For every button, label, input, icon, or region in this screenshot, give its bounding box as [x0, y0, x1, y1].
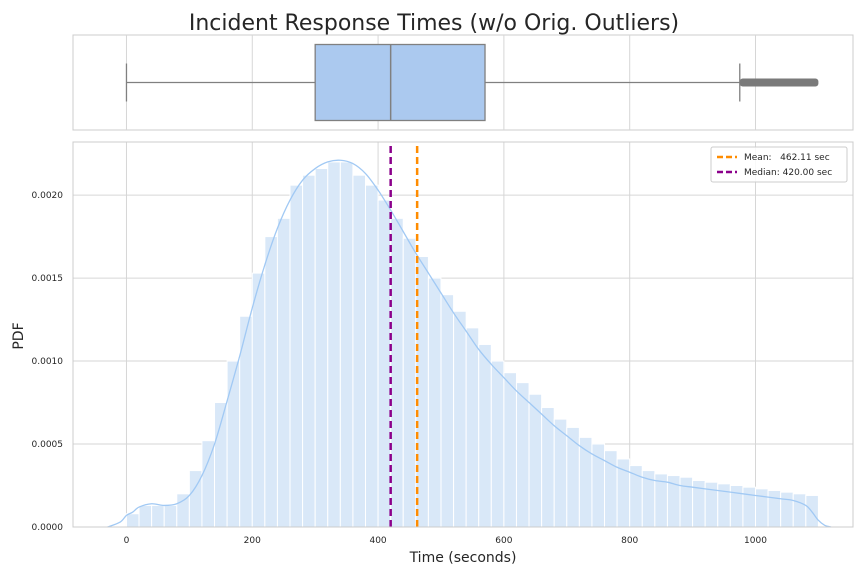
- histogram-bar: [176, 493, 190, 528]
- x-axis-label: Time (seconds): [409, 550, 517, 566]
- y-tick-label: 0.0015: [32, 274, 64, 284]
- histogram-bar: [742, 486, 757, 528]
- iqr-box: [314, 43, 486, 122]
- histogram-bar: [251, 272, 266, 528]
- histogram-bar: [151, 504, 165, 528]
- histogram-bar: [553, 418, 568, 528]
- y-tick-label: 0.0000: [32, 523, 64, 533]
- x-tick-label: 1000: [744, 536, 767, 546]
- histogram-bar: [402, 237, 417, 528]
- legend-label: Median: 420.00 sec: [744, 168, 832, 178]
- histogram-bar: [314, 168, 329, 528]
- legend-label: Mean: 462.11 sec: [744, 153, 830, 163]
- histogram-bar: [729, 485, 744, 528]
- histogram-bar: [339, 161, 354, 528]
- histogram-bar: [767, 489, 782, 528]
- y-tick-label: 0.0005: [32, 440, 64, 450]
- legend: Mean: 462.11 sec Median: 420.00 sec: [710, 146, 848, 183]
- legend-box: [710, 146, 848, 183]
- kde-curve: [107, 159, 832, 528]
- histogram-bar: [566, 426, 580, 528]
- histogram-bar: [515, 382, 530, 528]
- x-tick-label: 800: [621, 536, 638, 546]
- x-tick-label: 600: [495, 536, 512, 546]
- x-tick-label: 0: [124, 536, 130, 546]
- histogram-bar: [578, 436, 593, 528]
- histogram-bar: [201, 440, 216, 528]
- histogram-bars: [125, 161, 819, 528]
- histogram-bar: [780, 491, 794, 528]
- histogram-bar: [377, 199, 392, 528]
- kde-line: [107, 159, 832, 528]
- histogram-bar: [264, 236, 278, 528]
- histogram-bar: [755, 488, 769, 528]
- histogram-bar: [289, 184, 304, 528]
- histogram-bar: [390, 217, 404, 528]
- histogram-bar: [453, 310, 467, 528]
- chart-title: Incident Response Times (w/o Orig. Outli…: [189, 11, 679, 36]
- x-tick-label: 200: [244, 536, 261, 546]
- histogram-bar: [163, 504, 178, 528]
- histogram-bar: [478, 343, 492, 528]
- histogram-bar: [302, 174, 316, 528]
- histogram-bar: [138, 504, 153, 528]
- histogram-bar: [276, 217, 291, 528]
- histogram-bar: [125, 513, 140, 528]
- histogram-bar: [503, 372, 517, 528]
- histogram-bar: [226, 360, 241, 528]
- histogram-bar: [528, 393, 543, 528]
- outlier-markers: [739, 78, 819, 87]
- histogram-bar: [352, 174, 366, 528]
- axes: 0 200 400 600 800 1000 0.0000 0.0005 0.0010 0.001…: [32, 141, 854, 546]
- y-tick-label: 0.0010: [32, 357, 64, 367]
- y-axis-label: PDF: [11, 322, 27, 349]
- histogram-bar: [541, 407, 555, 528]
- histogram-bar: [465, 327, 480, 528]
- reference-lines: [389, 146, 419, 527]
- histogram-bar: [490, 360, 505, 528]
- histogram-bar: [591, 443, 606, 528]
- main-panel-frame: [72, 141, 854, 528]
- histogram-bar: [327, 161, 341, 528]
- y-tick-label: 0.0020: [32, 191, 64, 201]
- boxplot-panel: [72, 34, 854, 131]
- x-tick-label: 400: [369, 536, 386, 546]
- histogram-bar: [679, 476, 694, 528]
- histogram-bar: [427, 277, 442, 528]
- histogram-bar: [440, 294, 455, 528]
- histogram-bar: [792, 493, 807, 528]
- histogram-bar: [365, 184, 379, 528]
